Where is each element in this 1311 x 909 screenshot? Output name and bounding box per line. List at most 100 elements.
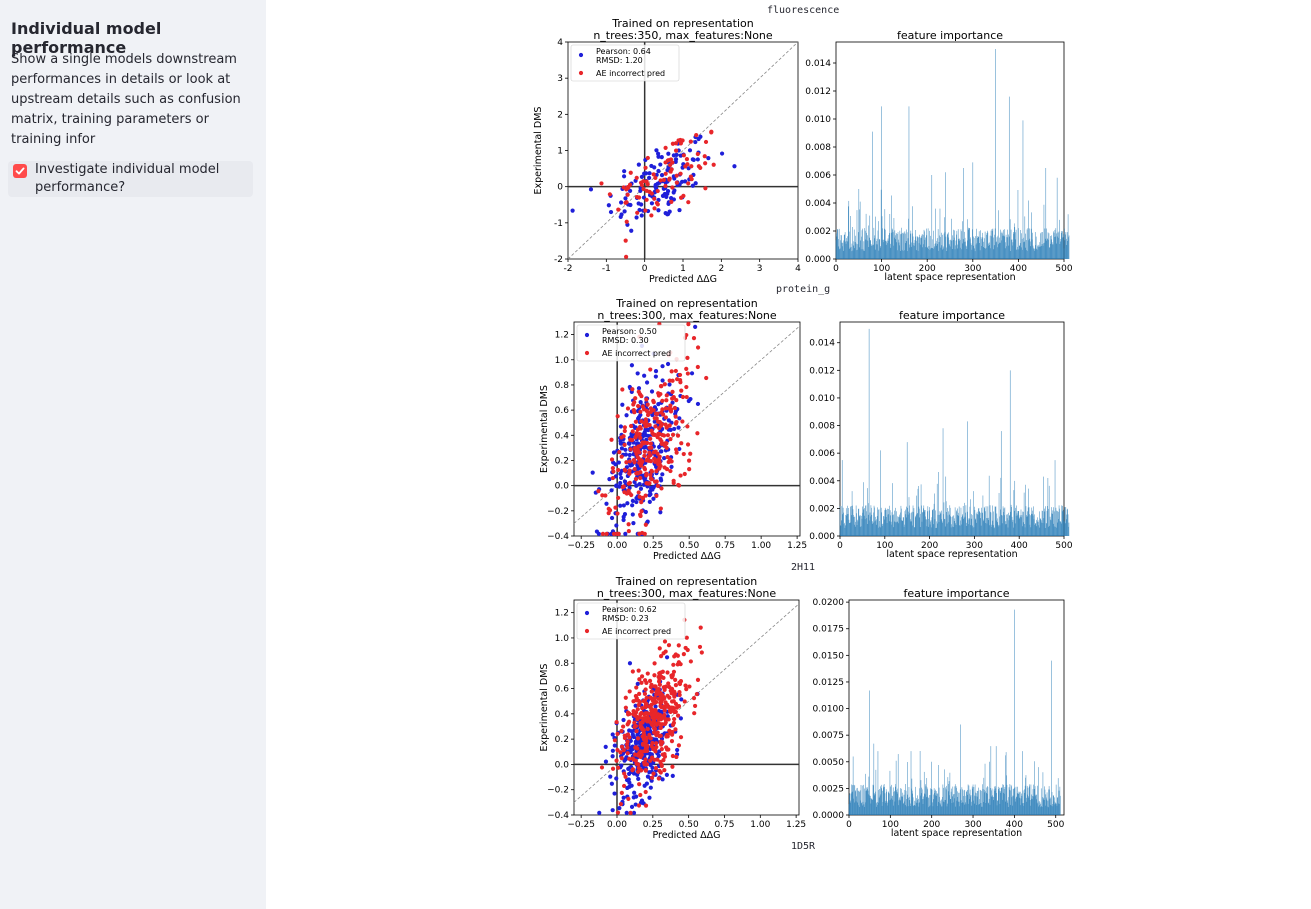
point-red: [658, 391, 663, 397]
point-red: [658, 463, 663, 469]
y-tick-label: 0.012: [809, 366, 835, 376]
point-red: [621, 724, 626, 729]
point-blue: [614, 776, 619, 781]
point-red: [621, 434, 626, 439]
point-red: [649, 702, 654, 707]
point-red: [658, 759, 663, 765]
y-tick-label: 0.000: [809, 532, 835, 542]
point-red: [652, 661, 657, 666]
point-red: [671, 662, 676, 667]
point-red: [596, 489, 601, 494]
point-red: [643, 424, 648, 429]
x-tick-label: 0.00: [607, 820, 627, 830]
point-red: [685, 355, 690, 360]
point-red: [676, 138, 681, 143]
point-red: [652, 726, 658, 731]
point-blue: [636, 776, 641, 781]
point-red: [686, 322, 691, 327]
point-red: [702, 154, 707, 159]
point-red: [615, 748, 620, 753]
checkbox[interactable]: [13, 164, 27, 178]
point-red: [644, 701, 649, 706]
point-blue: [656, 168, 661, 174]
point-blue: [623, 531, 628, 536]
y-tick-label: 0.8: [555, 381, 570, 391]
point-blue: [653, 704, 658, 709]
point-red: [622, 442, 627, 448]
point-red: [599, 181, 604, 186]
point-red: [640, 734, 645, 739]
point-red: [611, 531, 617, 536]
legend-pearson: Pearson: 0.50: [602, 327, 657, 336]
point-red: [657, 682, 662, 687]
point-red: [651, 712, 656, 717]
point-red: [674, 173, 679, 178]
y-tick-label: 0.002: [809, 504, 835, 514]
point-red: [642, 453, 647, 458]
point-blue: [639, 174, 645, 179]
point-red: [671, 692, 676, 697]
point-red: [642, 691, 648, 696]
y-tick-label: 0.014: [809, 339, 835, 349]
point-red: [641, 186, 646, 192]
point-red: [665, 433, 671, 438]
point-red: [655, 188, 660, 194]
legend-rmsd: RMSD: 0.23: [602, 614, 649, 623]
point-red: [639, 725, 644, 730]
investigate-checkbox-row[interactable]: Investigate individual model performance…: [8, 161, 253, 197]
point-red: [659, 421, 664, 427]
point-red: [612, 738, 618, 743]
point-blue: [678, 716, 683, 721]
y-tick-label: -2: [554, 255, 563, 265]
legend-marker-red: [578, 70, 584, 76]
point-red: [645, 726, 650, 732]
point-red: [623, 774, 628, 779]
point-red: [682, 471, 687, 477]
y-tick-label: 0.014: [805, 59, 831, 69]
point-blue: [653, 184, 658, 189]
point-red: [603, 493, 608, 498]
point-red: [623, 705, 628, 710]
point-red: [624, 200, 629, 205]
point-red: [632, 752, 638, 757]
point-red: [635, 707, 640, 712]
point-red: [703, 161, 708, 166]
point-red: [637, 691, 642, 696]
point-blue: [660, 378, 665, 383]
point-red: [650, 755, 655, 760]
point-red: [672, 716, 677, 722]
point-blue: [660, 777, 665, 782]
point-blue: [622, 512, 628, 517]
x-tick-label: 0.25: [643, 541, 663, 551]
point-red: [671, 720, 676, 725]
point-blue: [621, 503, 626, 508]
point-red: [626, 528, 631, 534]
point-red: [636, 403, 641, 409]
point-red: [643, 789, 648, 795]
point-red: [665, 670, 670, 675]
point-red: [687, 467, 692, 472]
point-red: [695, 364, 700, 370]
point-red: [627, 182, 633, 187]
caption-2h11: 2H11: [791, 562, 816, 573]
point-red: [638, 792, 643, 798]
point-red: [699, 650, 704, 655]
point-blue: [719, 151, 725, 156]
point-blue: [670, 773, 675, 778]
point-red: [641, 179, 646, 184]
point-red: [661, 433, 667, 438]
point-red: [642, 760, 647, 765]
point-red: [642, 449, 647, 454]
point-blue: [622, 479, 628, 484]
x-tick-label: 0.25: [643, 820, 663, 830]
point-red: [668, 709, 673, 714]
point-red: [671, 395, 676, 400]
point-blue: [648, 785, 653, 790]
x-tick-label: 200: [921, 541, 938, 551]
point-blue: [627, 441, 632, 446]
point-blue: [656, 151, 661, 156]
point-red: [622, 425, 627, 430]
point-red: [613, 505, 618, 510]
point-blue: [673, 159, 678, 164]
